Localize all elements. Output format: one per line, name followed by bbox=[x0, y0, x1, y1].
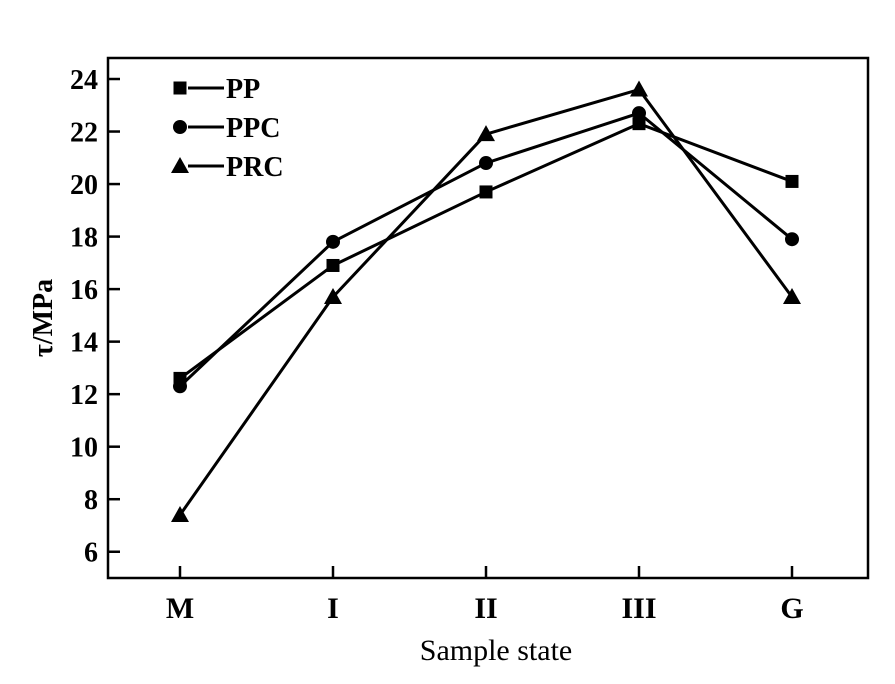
data-point-square bbox=[173, 81, 187, 95]
y-tick-label: 18 bbox=[70, 223, 98, 254]
y-tick-label: 24 bbox=[70, 65, 98, 96]
series-prc bbox=[171, 80, 801, 522]
x-axis-title: Sample state bbox=[420, 634, 572, 667]
y-tick-label: 14 bbox=[70, 328, 98, 359]
data-point-triangle bbox=[630, 80, 648, 97]
y-axis: 6 8 10 12 14 16 18 20 22 24 bbox=[70, 65, 120, 569]
y-tick-label: 20 bbox=[70, 170, 98, 201]
data-point-triangle bbox=[783, 287, 801, 304]
data-point-circle bbox=[479, 156, 493, 171]
y-tick-label: 6 bbox=[84, 538, 98, 569]
data-point-square bbox=[632, 117, 646, 131]
y-tick-label: 12 bbox=[70, 380, 98, 411]
x-tick-label: II bbox=[474, 592, 497, 625]
data-point-circle bbox=[173, 120, 187, 134]
legend-label: PRC bbox=[226, 152, 284, 183]
x-tick-label: III bbox=[621, 592, 656, 625]
data-point-circle bbox=[785, 232, 799, 247]
data-point-triangle bbox=[324, 287, 342, 304]
data-point-square bbox=[479, 185, 493, 199]
y-tick-label: 22 bbox=[70, 118, 98, 149]
y-tick-label: 8 bbox=[84, 485, 98, 516]
data-point-circle bbox=[326, 234, 340, 249]
y-tick-label: 10 bbox=[70, 433, 98, 464]
plot-frame bbox=[106, 56, 870, 580]
data-point-square bbox=[326, 258, 340, 272]
data-point-square bbox=[785, 174, 799, 188]
legend-item: PPC bbox=[173, 113, 280, 144]
data-point-triangle bbox=[171, 505, 189, 522]
x-tick-label: G bbox=[780, 592, 803, 625]
legend-item: PP bbox=[173, 74, 260, 105]
x-tick-label: I bbox=[327, 592, 339, 625]
series-ppc bbox=[173, 106, 799, 394]
series-pp bbox=[173, 117, 799, 385]
y-axis-title: τ/MPa bbox=[28, 279, 59, 357]
y-tick-label: 16 bbox=[70, 275, 98, 306]
legend-label: PP bbox=[226, 74, 260, 105]
data-point-triangle bbox=[171, 157, 189, 173]
legend-label: PPC bbox=[226, 113, 280, 144]
legend: PP PPC PRC bbox=[171, 74, 284, 183]
legend-item: PRC bbox=[171, 152, 284, 183]
data-point-circle bbox=[173, 379, 187, 394]
data-point-triangle bbox=[477, 125, 495, 142]
data-point-circle bbox=[632, 106, 646, 121]
x-axis: M I II III G bbox=[166, 566, 804, 625]
series-layer bbox=[171, 80, 801, 522]
x-tick-label: M bbox=[166, 592, 194, 625]
